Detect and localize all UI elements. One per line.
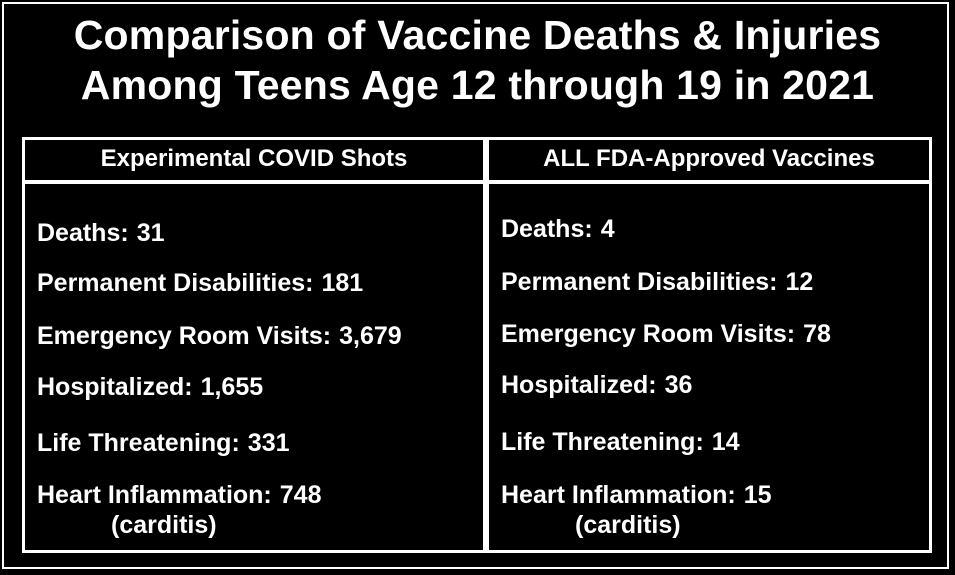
stat-label: Heart Inflammation: <box>37 481 272 509</box>
stat-label: Heart Inflammation: <box>501 481 736 509</box>
right-stat-er-visits: Emergency Room Visits: 78 <box>501 319 831 349</box>
title-line-2: Among Teens Age 12 through 19 in 2021 <box>80 62 875 108</box>
stat-value: 31 <box>136 219 165 247</box>
stat-value: 36 <box>664 371 693 399</box>
stat-value: 331 <box>247 429 290 457</box>
stat-value: 15 <box>743 481 772 509</box>
right-stat-deaths: Deaths: 4 <box>501 214 615 244</box>
left-stat-deaths: Deaths: 31 <box>37 218 165 248</box>
stat-value: 3,679 <box>339 322 402 350</box>
fda-vaccines-header: ALL FDA-Approved Vaccines <box>489 140 929 184</box>
stat-value: 4 <box>600 215 615 243</box>
covid-shots-header: Experimental COVID Shots <box>25 140 483 184</box>
title-line-1: Comparison of Vaccine Deaths & Injuries <box>73 12 882 58</box>
left-stat-permanent-disabilities: Permanent Disabilities: 181 <box>37 268 363 298</box>
stat-value: 181 <box>321 269 364 297</box>
left-stat-life-threatening: Life Threatening: 331 <box>37 428 290 458</box>
stat-sublabel: (carditis) <box>575 511 681 539</box>
stat-label: Deaths: <box>37 219 129 247</box>
stat-value: 1,655 <box>200 373 264 401</box>
stat-sublabel: (carditis) <box>111 511 217 539</box>
stat-value: 748 <box>279 481 322 509</box>
left-stat-hospitalized: Hospitalized: 1,655 <box>37 372 263 402</box>
stat-value: 78 <box>803 320 831 348</box>
left-stat-heart-inflammation: Heart Inflammation: 748 (carditis) <box>37 480 321 540</box>
stat-label: Life Threatening: <box>37 429 240 457</box>
right-stat-hospitalized: Hospitalized: 36 <box>501 370 692 400</box>
right-stat-life-threatening: Life Threatening: 14 <box>501 427 740 457</box>
stat-label: Deaths: <box>501 215 593 243</box>
stat-label: Hospitalized: <box>501 371 657 399</box>
stat-value: 12 <box>785 268 814 296</box>
covid-shots-panel: Experimental COVID Shots Deaths: 31 Perma… <box>22 137 486 553</box>
right-stat-heart-inflammation: Heart Inflammation: 15 (carditis) <box>501 480 772 540</box>
stat-label: Permanent Disabilities: <box>501 268 778 296</box>
left-stat-er-visits: Emergency Room Visits: 3,679 <box>37 321 402 351</box>
stat-label: Hospitalized: <box>37 373 193 401</box>
page-title: Comparison of Vaccine Deaths & Injuries … <box>0 10 955 110</box>
stat-label: Emergency Room Visits: <box>501 320 796 348</box>
fda-vaccines-panel: ALL FDA-Approved Vaccines Deaths: 4 Perma… <box>486 137 932 553</box>
stat-label: Life Threatening: <box>501 428 704 456</box>
stat-value: 14 <box>711 428 740 456</box>
stat-label: Emergency Room Visits: <box>37 322 332 350</box>
right-stat-permanent-disabilities: Permanent Disabilities: 12 <box>501 267 813 297</box>
outer-frame <box>2 2 949 569</box>
stat-label: Permanent Disabilities: <box>37 269 314 297</box>
